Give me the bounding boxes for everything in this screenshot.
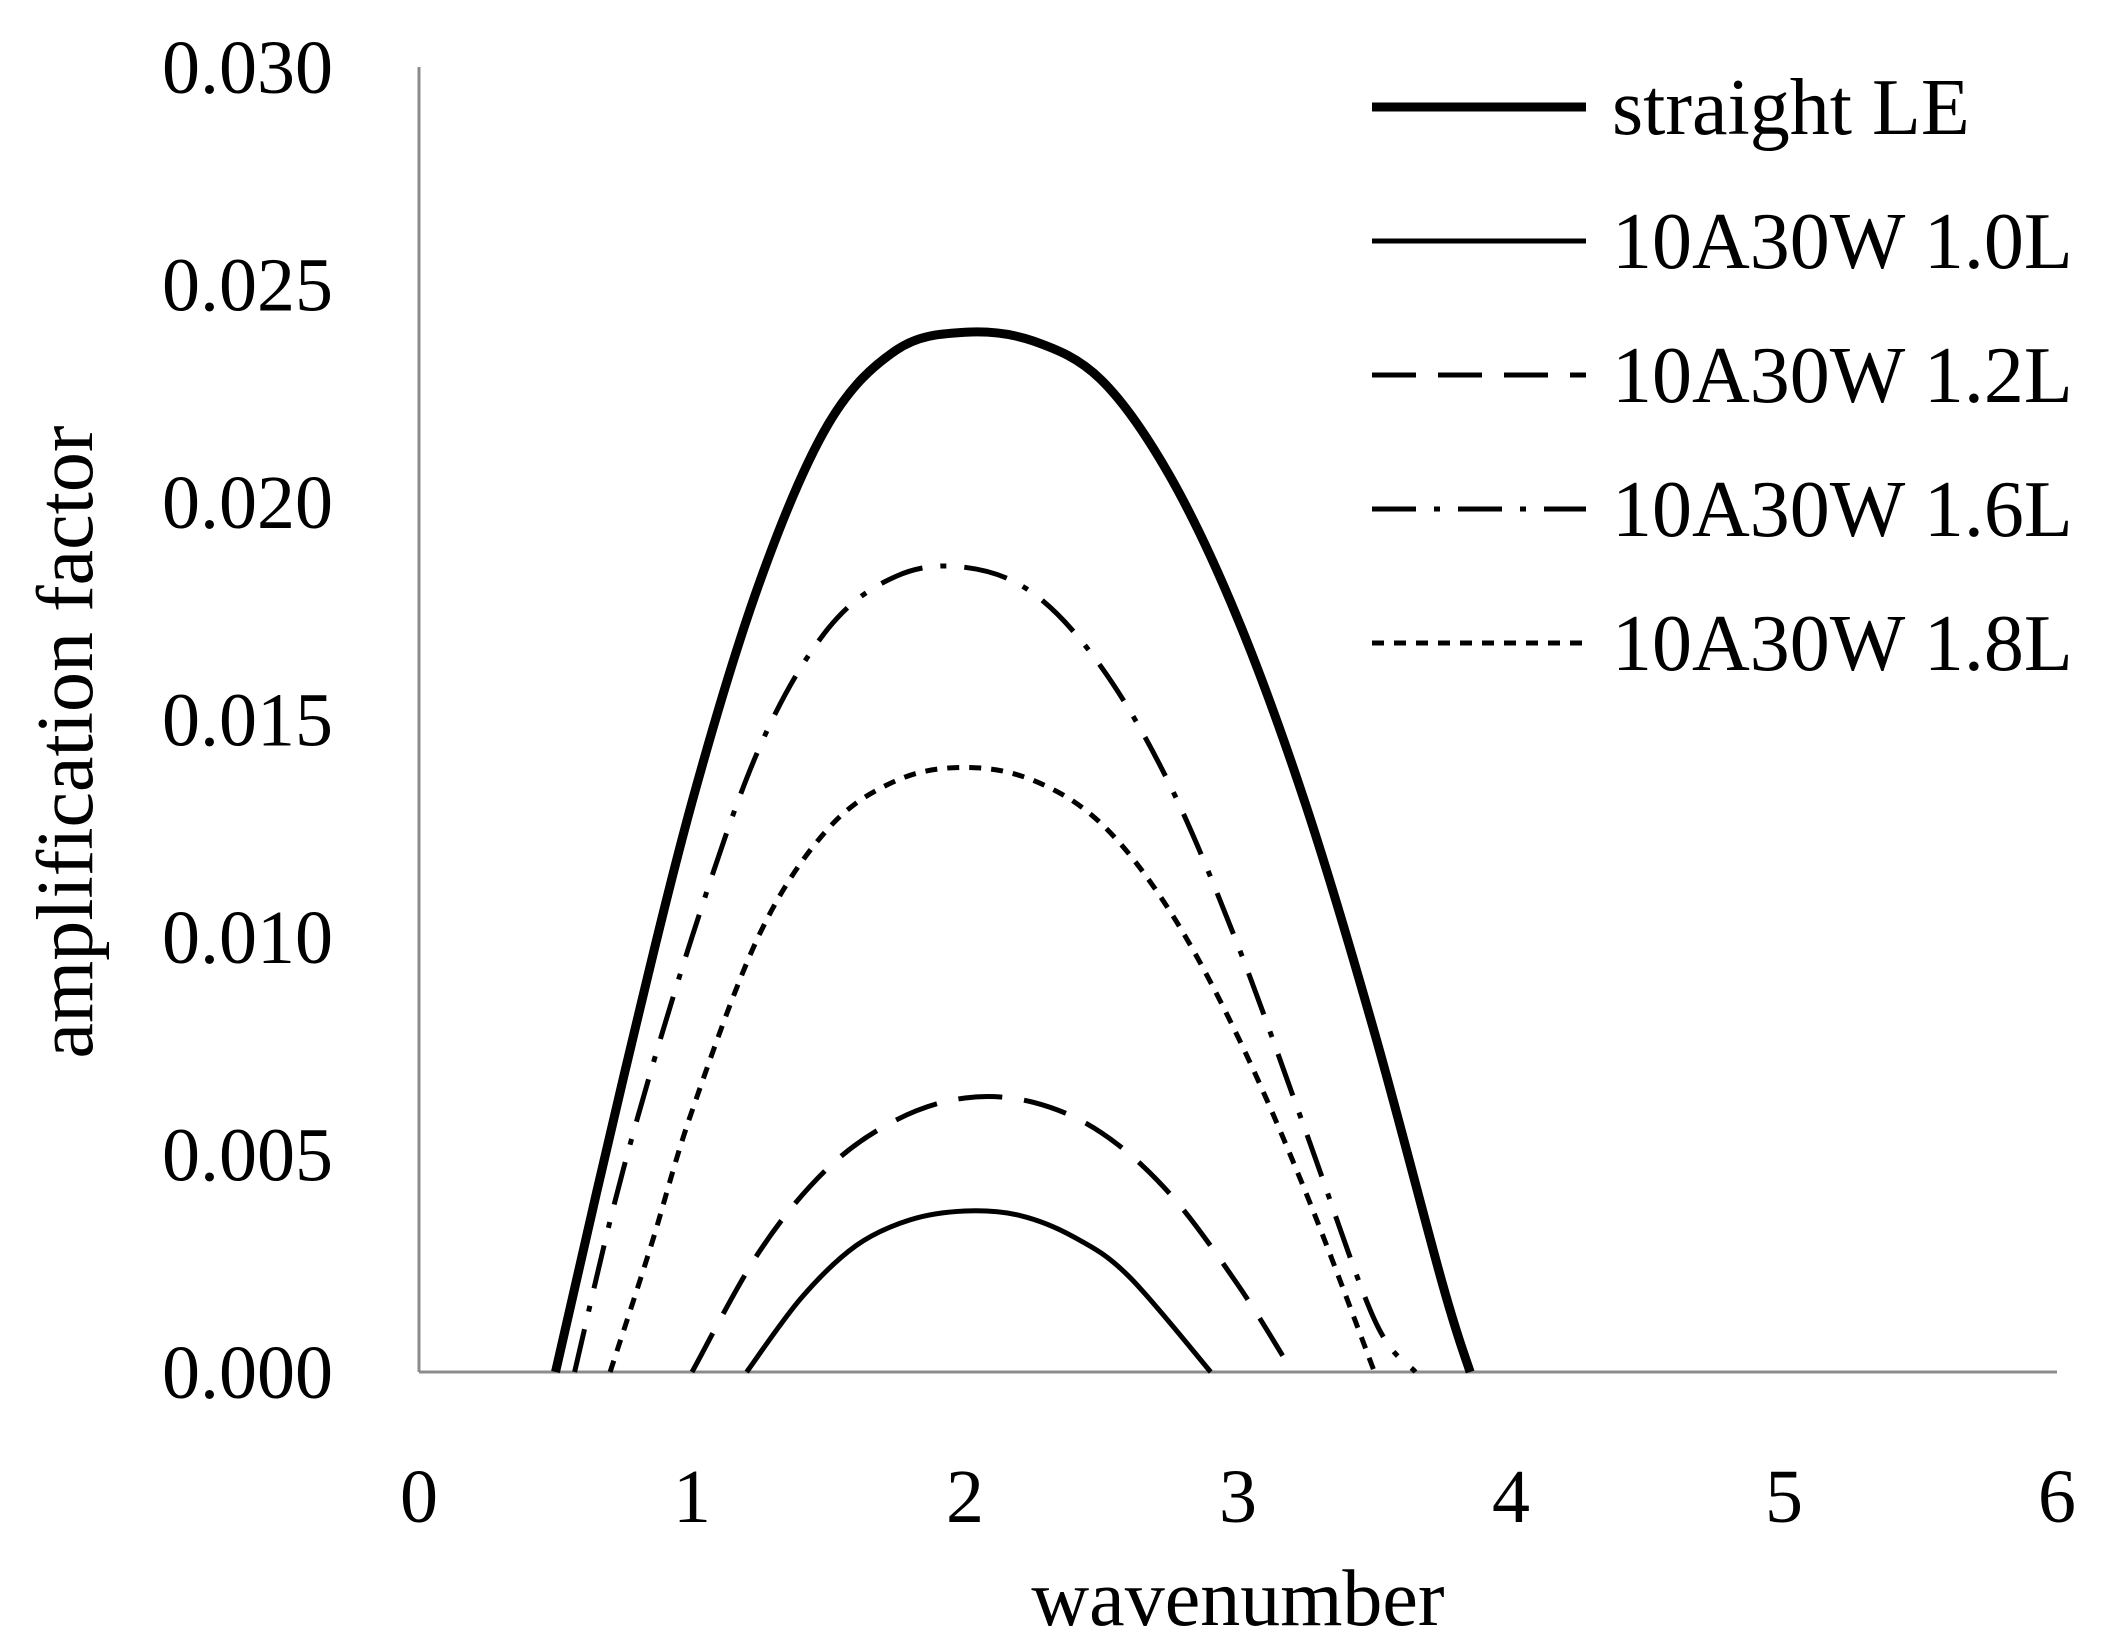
x-tick-label: 0 [400,1455,438,1539]
x-tick-label: 2 [946,1455,984,1539]
legend-item: 10A30W 1.0L [1372,198,2073,286]
y-tick-label: 0.015 [162,679,333,763]
y-tick-label: 0.020 [162,461,333,545]
series-line [572,563,1418,1374]
x-tick-label: 1 [673,1455,711,1539]
legend-label: straight LE [1612,64,1970,152]
x-tick-label: 3 [1219,1455,1257,1539]
series-line [689,1093,1295,1374]
y-tick-labels: 0.000 0.005 0.010 0.015 0.020 0.025 0.030 [162,26,333,1415]
x-tick-label: 5 [1765,1455,1803,1539]
y-tick-label: 0.030 [162,26,333,110]
y-tick-label: 0.005 [162,1114,333,1198]
y-tick-label: 0.010 [162,896,333,980]
legend-item: 10A30W 1.8L [1372,600,2073,688]
legend-item: 10A30W 1.2L [1372,332,2073,420]
legend-label: 10A30W 1.6L [1612,466,2073,554]
legend-label: 10A30W 1.0L [1612,198,2073,286]
legend-item: straight LE [1372,64,1970,152]
y-tick-label: 0.025 [162,244,333,328]
series-lines [551,327,1475,1374]
legend-label: 10A30W 1.2L [1612,332,2073,420]
legend: straight LE 10A30W 1.0L 10A30W 1.2L 10A30W … [1372,64,2073,688]
x-tick-label: 4 [1492,1455,1530,1539]
x-tick-labels: 0 1 2 3 4 5 6 [400,1455,2076,1539]
legend-label: 10A30W 1.8L [1612,600,2073,688]
series-line [744,1208,1213,1374]
y-tick-label: 0.000 [162,1331,333,1415]
y-axis-title: amplification factor [22,425,110,1058]
series-line [551,327,1475,1374]
series-line [607,764,1377,1373]
x-axis-title: wavenumber [1031,1555,1444,1643]
legend-item: 10A30W 1.6L [1372,466,2073,554]
x-tick-label: 6 [2038,1455,2076,1539]
